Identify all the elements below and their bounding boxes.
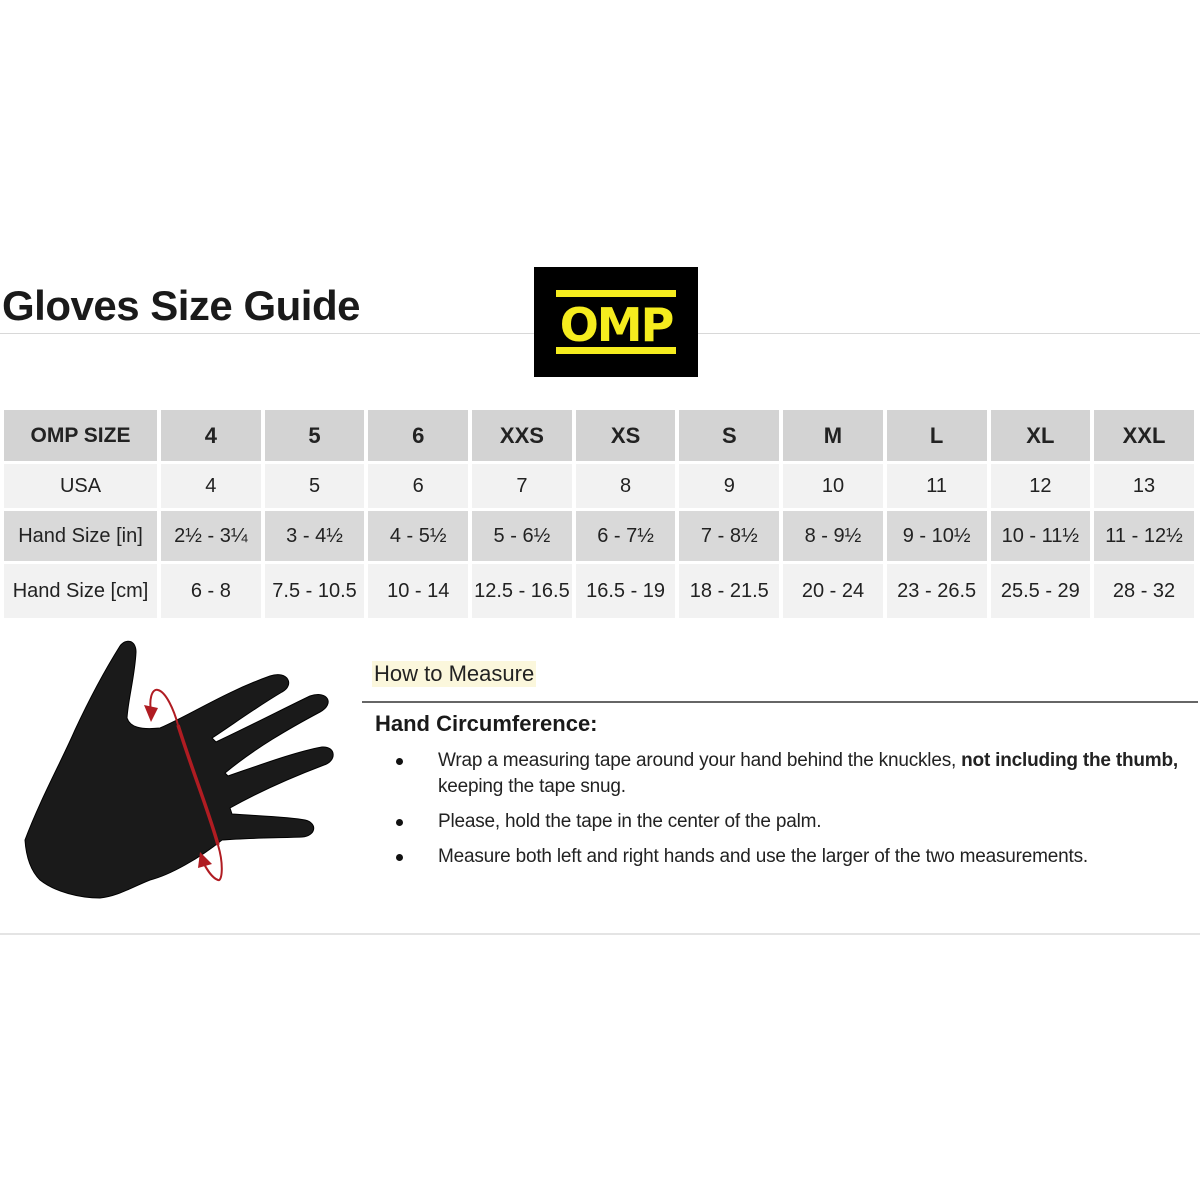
page-title: Gloves Size Guide xyxy=(2,282,360,329)
hand-circumference-heading: Hand Circumference: xyxy=(375,711,598,736)
table-cell: 7 xyxy=(472,464,572,508)
table-cell: 16.5 - 19 xyxy=(575,564,676,618)
arrow-down-icon xyxy=(144,705,158,722)
bullet-icon xyxy=(396,854,403,861)
table-cell: 28 - 32 xyxy=(1094,564,1194,618)
hand-silhouette xyxy=(24,640,334,899)
bullet-icon xyxy=(396,819,403,826)
table-cell: 13 xyxy=(1094,464,1194,508)
table-cell: 4 xyxy=(161,464,261,508)
table-cell: 9 - 10½ xyxy=(886,511,987,561)
table-row: Hand Size [in] 2½ - 3¼ 3 - 4½ 4 - 5½ 5 - 6½ 6… xyxy=(4,511,1194,561)
table-cell: 12 xyxy=(990,464,1091,508)
table-cell: XS xyxy=(575,410,676,461)
table-cell: 5 xyxy=(264,464,365,508)
row-label: USA xyxy=(4,464,157,508)
table-cell: 6 - 8 xyxy=(161,564,261,618)
table-cell: 6 xyxy=(368,464,469,508)
table-cell: 10 xyxy=(783,464,883,508)
table-cell: 12.5 - 16.5 xyxy=(472,564,572,618)
table-cell: 8 - 9½ xyxy=(783,511,883,561)
row-label: Hand Size [cm] xyxy=(4,564,157,618)
table-cell: 23 - 26.5 xyxy=(886,564,987,618)
list-item: Please, hold the tape in the center of t… xyxy=(394,809,1194,835)
arrow-up-icon xyxy=(198,852,212,868)
table-cell: 3 - 4½ xyxy=(264,511,365,561)
table-cell: 5 xyxy=(264,410,365,461)
list-item: Measure both left and right hands and us… xyxy=(394,844,1194,870)
table-cell: 4 xyxy=(161,410,261,461)
table-cell: 20 - 24 xyxy=(783,564,883,618)
table-cell: 11 - 12½ xyxy=(1094,511,1194,561)
table-cell: 7 - 8½ xyxy=(679,511,780,561)
table-cell: 25.5 - 29 xyxy=(990,564,1091,618)
table-cell: 4 - 5½ xyxy=(368,511,469,561)
hand-measuring-tape-icon xyxy=(24,640,334,899)
table-cell: 2½ - 3¼ xyxy=(161,511,261,561)
table-cell: 18 - 21.5 xyxy=(679,564,780,618)
instruction-text: keeping the tape snug. xyxy=(438,776,626,797)
instructions-list: Wrap a measuring tape around your hand b… xyxy=(394,748,1194,879)
instruction-text: Measure both left and right hands and us… xyxy=(438,846,1088,867)
table-cell: L xyxy=(886,410,987,461)
row-label: OMP SIZE xyxy=(4,410,157,461)
how-to-measure-heading: How to Measure xyxy=(372,661,537,687)
measuring-tape-front xyxy=(176,724,220,846)
row-label: Hand Size [in] xyxy=(4,511,157,561)
omp-logo: OMP xyxy=(534,267,698,377)
table-cell: XXS xyxy=(472,410,572,461)
logo-bar xyxy=(556,290,676,297)
table-row: Hand Size [cm] 6 - 8 7.5 - 10.5 10 - 14 12.5… xyxy=(4,564,1194,618)
table-row: USA 4 5 6 7 8 9 10 11 12 13 xyxy=(4,464,1194,508)
instruction-text: Please, hold the tape in the center of t… xyxy=(438,811,822,832)
measuring-tape-loop xyxy=(149,688,223,882)
list-item: Wrap a measuring tape around your hand b… xyxy=(394,748,1194,800)
table-cell: S xyxy=(679,410,780,461)
instruction-text: Wrap a measuring tape around your hand b… xyxy=(438,750,962,771)
table-cell: 6 - 7½ xyxy=(575,511,676,561)
table-cell: M xyxy=(783,410,883,461)
table-cell: 11 xyxy=(886,464,987,508)
divider xyxy=(362,701,1198,703)
divider xyxy=(0,933,1200,935)
size-table: OMP SIZE 4 5 6 XXS XS S M L XL XXL USA 4 5 6 7 8 9 10 11 12 1… xyxy=(0,407,1198,621)
table-cell: XL xyxy=(990,410,1091,461)
table-cell: XXL xyxy=(1094,410,1194,461)
instruction-bold-text: not including the thumb, xyxy=(961,750,1178,771)
table-cell: 8 xyxy=(575,464,676,508)
table-header-row: OMP SIZE 4 5 6 XXS XS S M L XL XXL xyxy=(4,410,1194,461)
table-cell: 10 - 14 xyxy=(368,564,469,618)
table-cell: 7.5 - 10.5 xyxy=(264,564,365,618)
table-cell: 5 - 6½ xyxy=(472,511,572,561)
logo-bar xyxy=(556,347,676,354)
logo-text: OMP xyxy=(559,298,675,352)
table-cell: 6 xyxy=(368,410,469,461)
table-cell: 10 - 11½ xyxy=(990,511,1091,561)
bullet-icon xyxy=(396,758,403,765)
table-cell: 9 xyxy=(679,464,780,508)
